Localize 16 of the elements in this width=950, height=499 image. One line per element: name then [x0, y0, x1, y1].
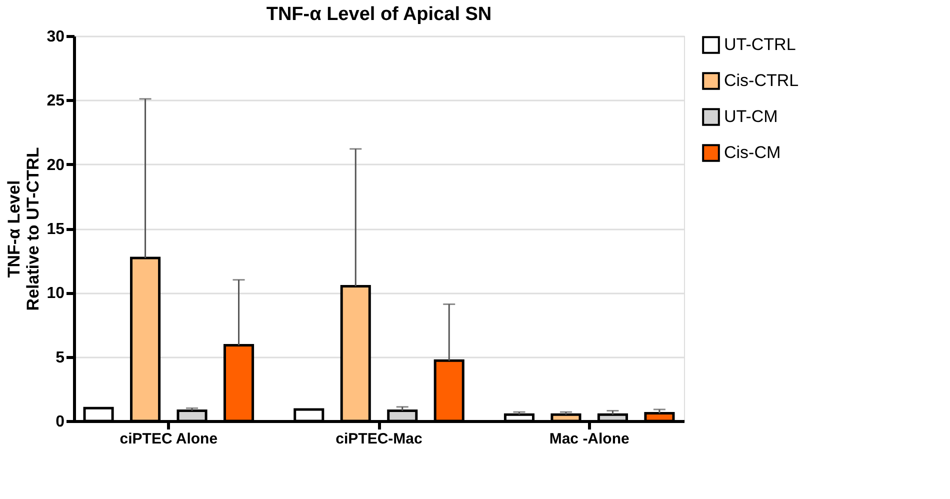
y-tick-label: 10: [46, 285, 65, 302]
y-tick-label: 0: [56, 414, 65, 430]
y-tick-label: 25: [46, 92, 65, 110]
legend-label: Cis-CM: [724, 143, 781, 162]
legend-label: Cis-CTRL: [724, 71, 799, 90]
y-tick-label: 30: [46, 28, 65, 46]
legend-label: UT-CTRL: [724, 35, 796, 54]
chart-title: TNF-α Level of Apical SN: [266, 4, 492, 25]
y-axis-title: TNF-α Level Relative to UT-CTRL: [4, 147, 43, 311]
legend-label: UT-CM: [724, 107, 778, 126]
y-tick-label: 15: [46, 221, 65, 238]
x-tick-label: Mac -Alone: [549, 430, 630, 448]
x-tick-label: ciPTEC-Mac: [336, 430, 422, 448]
y-tick-label: 20: [46, 156, 65, 174]
x-tick-label: ciPTEC Alone: [120, 430, 218, 448]
y-tick-label: 5: [56, 349, 65, 366]
